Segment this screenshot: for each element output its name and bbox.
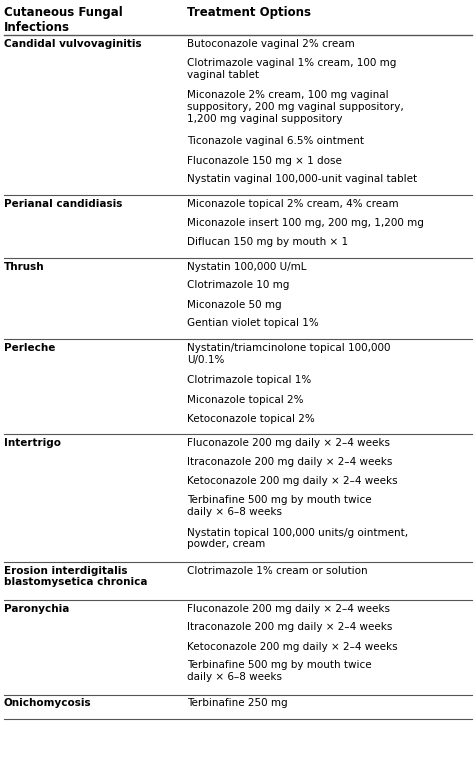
Text: Miconazole topical 2% cream, 4% cream: Miconazole topical 2% cream, 4% cream: [187, 199, 399, 209]
Text: Ketoconazole 200 mg daily × 2–4 weeks: Ketoconazole 200 mg daily × 2–4 weeks: [187, 642, 398, 652]
Text: Terbinafine 250 mg: Terbinafine 250 mg: [187, 699, 288, 709]
Text: Paronychia: Paronychia: [4, 604, 69, 614]
Text: Butoconazole vaginal 2% cream: Butoconazole vaginal 2% cream: [187, 39, 355, 49]
Text: Nystatin 100,000 U/mL: Nystatin 100,000 U/mL: [187, 262, 307, 272]
Text: Nystatin vaginal 100,000-unit vaginal tablet: Nystatin vaginal 100,000-unit vaginal ta…: [187, 174, 417, 185]
Text: Candidal vulvovaginitis: Candidal vulvovaginitis: [4, 39, 142, 49]
Text: Ticonazole vaginal 6.5% ointment: Ticonazole vaginal 6.5% ointment: [187, 137, 364, 147]
Text: Intertrigo: Intertrigo: [4, 438, 61, 448]
Text: Itraconazole 200 mg daily × 2–4 weeks: Itraconazole 200 mg daily × 2–4 weeks: [187, 622, 392, 632]
Text: Diflucan 150 mg by mouth × 1: Diflucan 150 mg by mouth × 1: [187, 237, 348, 247]
Text: Nystatin/triamcinolone topical 100,000
U/0.1%: Nystatin/triamcinolone topical 100,000 U…: [187, 343, 391, 364]
Text: Fluconazole 150 mg × 1 dose: Fluconazole 150 mg × 1 dose: [187, 155, 342, 165]
Text: Miconazole 2% cream, 100 mg vaginal
suppository, 200 mg vaginal suppository,
1,2: Miconazole 2% cream, 100 mg vaginal supp…: [187, 90, 404, 124]
Text: Cutaneous Fungal
Infections: Cutaneous Fungal Infections: [4, 6, 123, 34]
Text: Ketoconazole 200 mg daily × 2–4 weeks: Ketoconazole 200 mg daily × 2–4 weeks: [187, 476, 398, 486]
Text: Itraconazole 200 mg daily × 2–4 weeks: Itraconazole 200 mg daily × 2–4 weeks: [187, 457, 392, 467]
Text: Miconazole insert 100 mg, 200 mg, 1,200 mg: Miconazole insert 100 mg, 200 mg, 1,200 …: [187, 218, 424, 228]
Text: Gentian violet topical 1%: Gentian violet topical 1%: [187, 319, 319, 329]
Text: Clotrimazole topical 1%: Clotrimazole topical 1%: [187, 375, 311, 385]
Text: Perleche: Perleche: [4, 343, 55, 353]
Text: Fluconazole 200 mg daily × 2–4 weeks: Fluconazole 200 mg daily × 2–4 weeks: [187, 604, 390, 614]
Text: Clotrimazole 1% cream or solution: Clotrimazole 1% cream or solution: [187, 566, 368, 575]
Text: Onichomycosis: Onichomycosis: [4, 699, 91, 709]
Text: Miconazole topical 2%: Miconazole topical 2%: [187, 394, 303, 405]
Text: Erosion interdigitalis
blastomysetica chronica: Erosion interdigitalis blastomysetica ch…: [4, 566, 147, 587]
Text: Clotrimazole 10 mg: Clotrimazole 10 mg: [187, 280, 289, 290]
Text: Perianal candidiasis: Perianal candidiasis: [4, 199, 122, 209]
Text: Clotrimazole vaginal 1% cream, 100 mg
vaginal tablet: Clotrimazole vaginal 1% cream, 100 mg va…: [187, 58, 396, 80]
Text: Nystatin topical 100,000 units/g ointment,
powder, cream: Nystatin topical 100,000 units/g ointmen…: [187, 527, 408, 549]
Text: Thrush: Thrush: [4, 262, 45, 272]
Text: Fluconazole 200 mg daily × 2–4 weeks: Fluconazole 200 mg daily × 2–4 weeks: [187, 438, 390, 448]
Text: Terbinafine 500 mg by mouth twice
daily × 6–8 weeks: Terbinafine 500 mg by mouth twice daily …: [187, 661, 372, 682]
Text: Miconazole 50 mg: Miconazole 50 mg: [187, 300, 282, 310]
Text: Treatment Options: Treatment Options: [187, 6, 311, 19]
Text: Ketoconazole topical 2%: Ketoconazole topical 2%: [187, 414, 315, 424]
Text: Terbinafine 500 mg by mouth twice
daily × 6–8 weeks: Terbinafine 500 mg by mouth twice daily …: [187, 495, 372, 516]
